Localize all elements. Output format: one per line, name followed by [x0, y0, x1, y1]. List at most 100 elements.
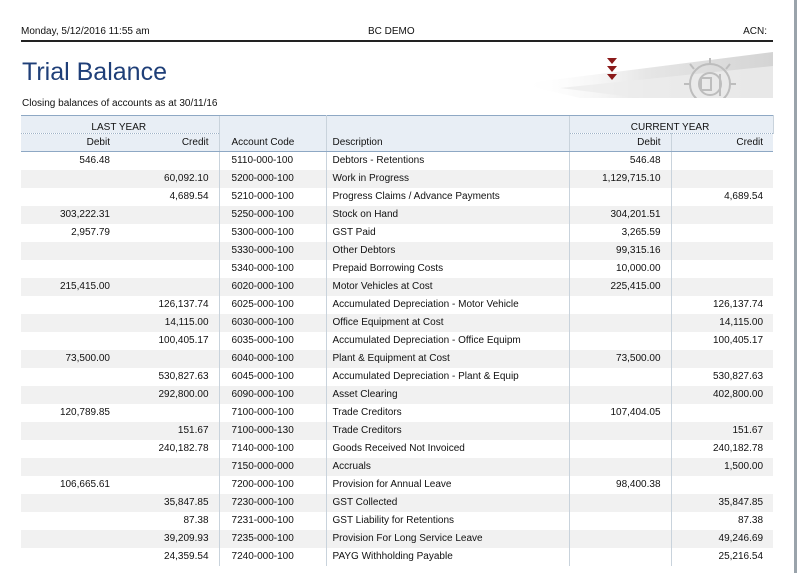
description-cell: Prepaid Borrowing Costs: [332, 263, 444, 274]
ly-debit-cell: 303,222.31: [21, 205, 120, 224]
ly-credit-cell: 292,800.00: [120, 385, 220, 404]
table-row: 292,800.00 6090-000-100 Asset Clearing 402,…: [21, 385, 774, 404]
ly-debit-cell: 546.48: [79, 155, 110, 167]
description-cell: Progress Claims / Advance Payments: [332, 191, 500, 202]
table-row: 35,847.85 7230-000-100 GST Collected 35,847…: [21, 493, 774, 512]
cy-debit-cell: 1,129,715.10: [568, 169, 672, 188]
cy-debit-cell: [568, 187, 672, 206]
account-code-cell: 7100-000-100: [218, 403, 327, 422]
table-row: 2,957.79 5300-000-100 GST Paid 3,265.59: [21, 223, 773, 242]
header-divider: [21, 40, 773, 42]
cy-debit-cell: [568, 313, 672, 332]
ly-credit-cell: [120, 205, 220, 224]
ly-debit-cell: [21, 296, 120, 314]
ly-debit-cell: 215,415.00: [21, 277, 120, 296]
ly-credit-cell: 14,115.00: [120, 313, 220, 332]
account-code-cell: 6090-000-100: [218, 385, 327, 404]
account-code-cell: 6035-000-100: [218, 331, 327, 350]
cy-credit-cell: [671, 152, 773, 170]
ly-debit-cell: [21, 529, 120, 548]
ly-credit-cell: [120, 152, 219, 170]
account-code-cell: 6030-000-100: [218, 313, 327, 332]
description-cell: Trade Creditors: [326, 421, 570, 440]
table-row: 39,209.93 7235-000-100 Provision For Long …: [21, 529, 774, 548]
last-year-header: LAST YEAR: [21, 115, 220, 134]
description-cell: Provision For Long Service Leave: [326, 529, 570, 548]
table-row: 5340-000-100 Prepaid Borrowing Costs 10,00…: [21, 259, 773, 278]
description-header: Description: [326, 133, 570, 152]
cy-debit-cell: 546.48: [568, 151, 672, 170]
table-row: 14,115.00 6030-000-100 Office Equipment at…: [21, 313, 774, 332]
cy-debit-cell: 99,315.16: [568, 241, 672, 260]
cy-debit-cell: [568, 511, 672, 530]
description-cell: Asset Clearing: [326, 385, 570, 404]
ly-credit-cell: [120, 476, 219, 494]
account-code-cell: 7230-000-100: [218, 493, 327, 512]
cy-debit-cell: [568, 331, 672, 350]
account-code-cell: 5330-000-100: [218, 241, 327, 260]
account-code-cell: 5110-000-100: [218, 151, 327, 170]
cy-credit-cell: [671, 169, 774, 188]
ly-credit-header: Credit: [120, 133, 220, 152]
table-row: 106,665.61 7200-000-100 Provision for Annu…: [21, 475, 773, 494]
account-code-cell: 5340-000-100: [218, 259, 327, 278]
account-code-cell: 7140-000-100: [218, 439, 327, 458]
account-code-cell: 7231-000-100: [218, 511, 327, 530]
cy-credit-cell: 100,405.17: [712, 335, 764, 346]
report-title: Trial Balance: [22, 58, 167, 86]
cy-credit-cell: [671, 476, 773, 494]
ly-credit-cell: 240,182.78: [158, 443, 209, 454]
description-cell: GST Paid: [332, 227, 376, 238]
account-code-cell: 7235-000-100: [218, 529, 327, 548]
table-row: 530,827.63 6045-000-100 Accumulated Deprec…: [21, 367, 773, 386]
cy-credit-cell: [671, 349, 774, 368]
description-cell: Accumulated Depreciation - Office Equipm: [332, 335, 521, 346]
description-cell: PAYG Withholding Payable: [332, 551, 453, 562]
column-header-row: Debit Credit Account Code Description De…: [21, 133, 774, 152]
ly-debit-cell: [21, 421, 120, 440]
account-code-cell: 7150-000-000: [218, 457, 327, 476]
company-name: BC DEMO: [368, 26, 415, 37]
account-code-cell: 7100-000-130: [218, 421, 327, 440]
cy-credit-cell: [671, 277, 774, 296]
cy-debit-cell: 225,415.00: [568, 277, 672, 296]
description-cell: GST Collected: [326, 493, 570, 512]
cy-debit-cell: [568, 547, 672, 566]
ly-debit-cell: [21, 188, 120, 206]
ly-debit-cell: [21, 512, 120, 530]
cy-debit-cell: [568, 493, 672, 512]
table-row: 5330-000-100 Other Debtors 99,315.16: [21, 241, 774, 260]
description-cell: Trade Creditors: [332, 407, 402, 418]
description-cell: GST Liability for Retentions: [332, 515, 455, 526]
table-row: 546.48 5110-000-100 Debtors - Retentions 54…: [21, 151, 773, 170]
ly-credit-cell: [120, 224, 219, 242]
account-code-group-spacer: [218, 115, 327, 134]
column-group-header-row: LAST YEAR CURRENT YEAR: [21, 115, 774, 134]
table-row: 151.67 7100-000-130 Trade Creditors 151.67: [21, 421, 774, 440]
current-year-header: CURRENT YEAR: [568, 115, 774, 134]
ly-debit-cell: [21, 440, 120, 458]
cy-debit-header: Debit: [568, 133, 672, 152]
ly-credit-cell: 100,405.17: [158, 335, 209, 346]
ly-credit-cell: 126,137.74: [158, 299, 209, 310]
description-cell: Accumulated Depreciation - Plant & Equip: [332, 371, 519, 382]
ly-debit-cell: [21, 368, 120, 386]
table-row: 100,405.17 6035-000-100 Accumulated Deprec…: [21, 331, 773, 350]
account-code-cell: 5200-000-100: [218, 169, 327, 188]
ly-debit-cell: [21, 548, 120, 566]
ly-debit-cell: 106,665.61: [59, 479, 110, 490]
table-row: 87.38 7231-000-100 GST Liability for Reten…: [21, 511, 773, 530]
table-row: 303,222.31 5250-000-100 Stock on Hand 304,2…: [21, 205, 774, 224]
ly-credit-cell: 60,092.10: [120, 169, 220, 188]
cy-credit-cell: [671, 260, 773, 278]
table-row: 24,359.54 7240-000-100 PAYG Withholding Pa…: [21, 547, 773, 566]
ly-credit-cell: [120, 260, 219, 278]
account-code-cell: 5300-000-100: [218, 223, 327, 242]
cy-debit-cell: [568, 367, 672, 386]
ly-credit-cell: 35,847.85: [120, 493, 220, 512]
report-datetime: Monday, 5/12/2016 11:55 am: [21, 26, 150, 37]
cy-credit-cell: 240,182.78: [712, 443, 764, 454]
ly-credit-cell: [120, 241, 220, 260]
ly-debit-cell: [21, 332, 120, 350]
cy-debit-cell: 3,265.59: [568, 223, 672, 242]
